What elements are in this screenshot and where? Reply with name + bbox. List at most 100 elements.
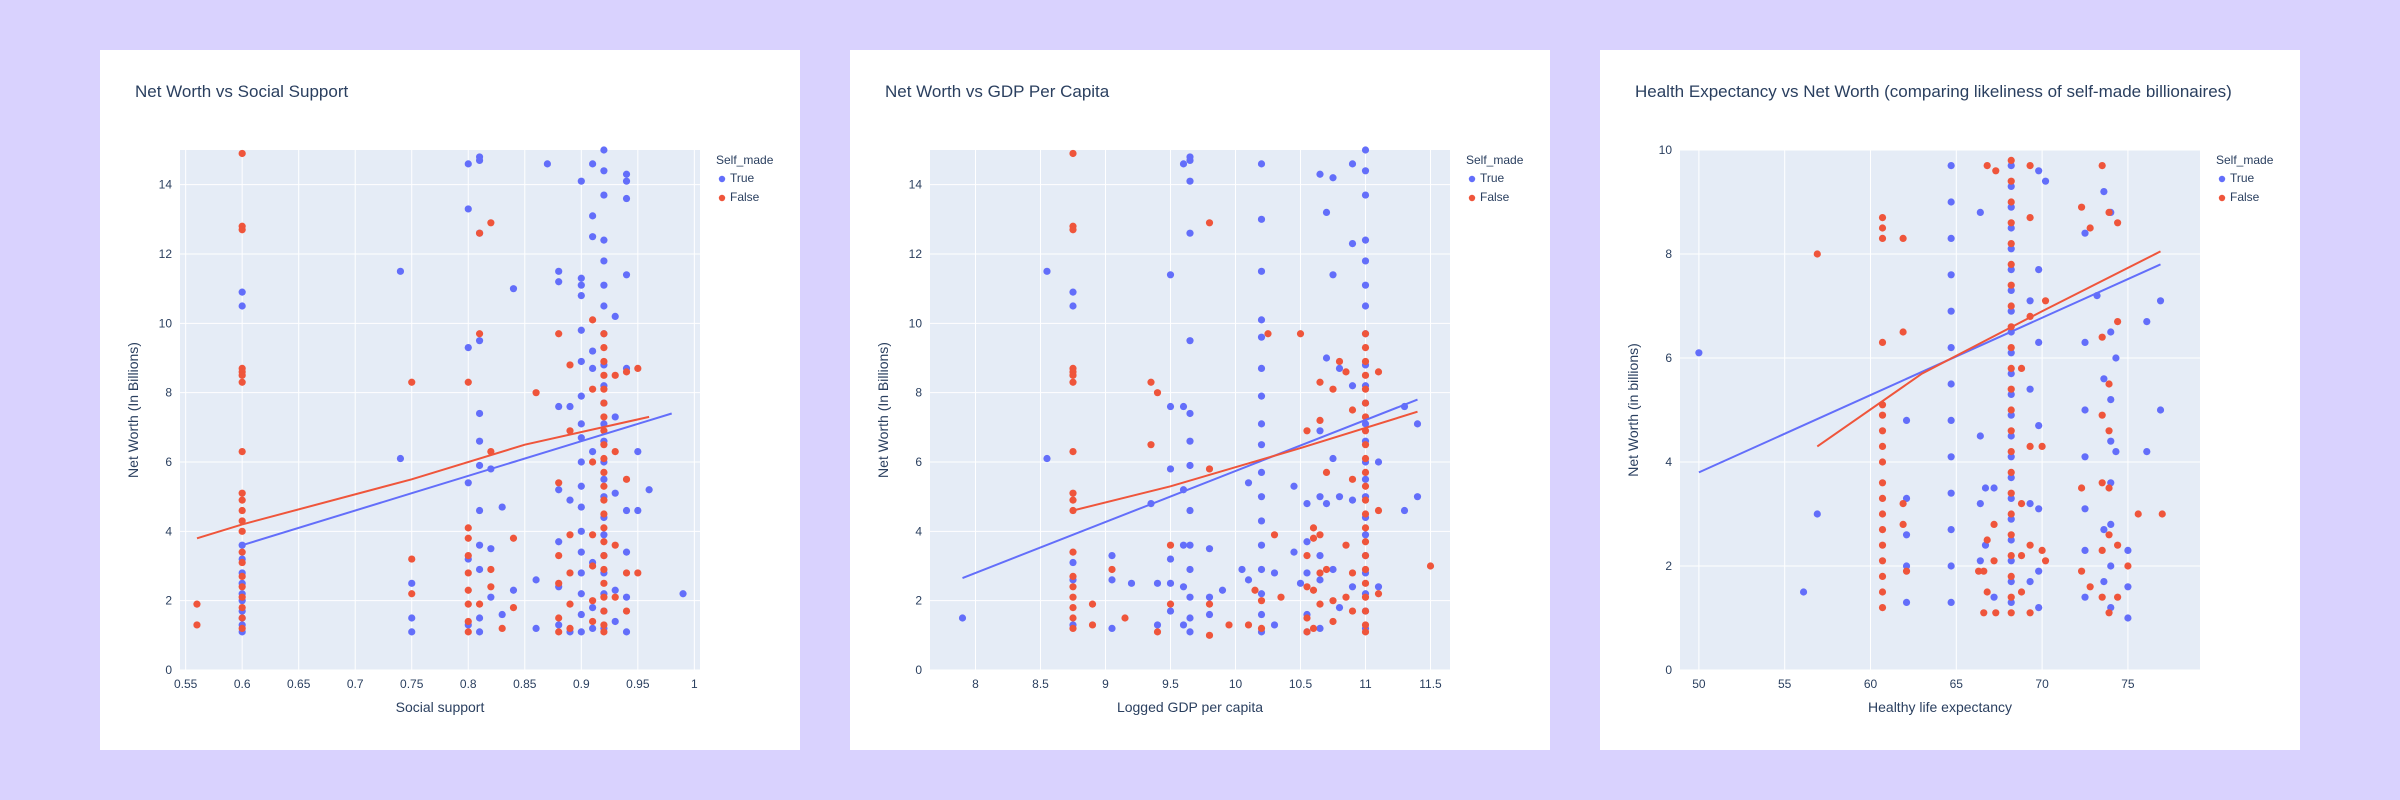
scatter-point-true[interactable] — [1257, 392, 1266, 400]
scatter-point-false[interactable] — [622, 607, 631, 615]
scatter-point-false[interactable] — [622, 569, 631, 577]
scatter-point-false[interactable] — [2105, 380, 2113, 388]
scatter-point-false[interactable] — [2105, 208, 2113, 216]
scatter-point-false[interactable] — [1374, 506, 1383, 515]
legend-item-false[interactable]: False — [1468, 190, 1509, 204]
scatter-point-true[interactable] — [645, 486, 653, 494]
scatter-point-true[interactable] — [577, 548, 585, 556]
scatter-point-true[interactable] — [577, 274, 585, 282]
scatter-point-true[interactable] — [555, 538, 563, 546]
scatter-point-false[interactable] — [1899, 520, 1907, 528]
scatter-point-false[interactable] — [600, 538, 608, 546]
scatter-point-true[interactable] — [1303, 538, 1311, 546]
scatter-point-true[interactable] — [600, 531, 608, 539]
scatter-point-true[interactable] — [634, 506, 642, 515]
scatter-point-true[interactable] — [1257, 565, 1266, 574]
scatter-point-true[interactable] — [1976, 432, 1984, 440]
scatter-point-false[interactable] — [1813, 250, 1821, 258]
scatter-point-false[interactable] — [1878, 526, 1887, 534]
scatter-point-false[interactable] — [2114, 219, 2122, 227]
scatter-point-true[interactable] — [1186, 337, 1194, 345]
scatter-point-true[interactable] — [1186, 565, 1194, 574]
scatter-point-false[interactable] — [1303, 552, 1311, 560]
scatter-point-true[interactable] — [408, 614, 416, 622]
scatter-point-true[interactable] — [1205, 545, 1214, 553]
scatter-point-false[interactable] — [238, 517, 246, 525]
scatter-point-true[interactable] — [1316, 427, 1324, 435]
scatter-point-false[interactable] — [1088, 600, 1097, 608]
scatter-point-true[interactable] — [1947, 416, 1955, 424]
scatter-point-true[interactable] — [532, 576, 540, 584]
scatter-point-true[interactable] — [2143, 448, 2151, 456]
scatter-point-true[interactable] — [1238, 565, 1246, 574]
scatter-point-true[interactable] — [577, 503, 585, 511]
scatter-point-false[interactable] — [1069, 572, 1077, 581]
scatter-point-true[interactable] — [2081, 229, 2089, 237]
scatter-point-true[interactable] — [1257, 364, 1266, 372]
scatter-point-true[interactable] — [408, 628, 416, 636]
scatter-point-true[interactable] — [589, 212, 597, 220]
scatter-point-false[interactable] — [600, 385, 608, 393]
scatter-point-false[interactable] — [464, 552, 472, 560]
scatter-point-false[interactable] — [1316, 569, 1324, 577]
scatter-point-true[interactable] — [1947, 562, 1955, 570]
scatter-point-true[interactable] — [1257, 541, 1266, 549]
scatter-point-true[interactable] — [1799, 588, 1808, 596]
scatter-point-false[interactable] — [1069, 614, 1077, 622]
scatter-point-false[interactable] — [1983, 536, 1991, 544]
scatter-point-false[interactable] — [1069, 583, 1077, 591]
scatter-point-false[interactable] — [464, 534, 472, 542]
scatter-point-false[interactable] — [1257, 624, 1266, 633]
scatter-point-true[interactable] — [1361, 146, 1370, 154]
scatter-point-false[interactable] — [2007, 260, 2015, 268]
scatter-point-true[interactable] — [566, 402, 574, 411]
scatter-point-true[interactable] — [1329, 454, 1337, 463]
scatter-point-false[interactable] — [1878, 214, 1887, 222]
scatter-point-false[interactable] — [1264, 330, 1272, 338]
scatter-point-false[interactable] — [600, 565, 608, 574]
scatter-point-true[interactable] — [1153, 621, 1162, 629]
scatter-point-true[interactable] — [475, 506, 484, 515]
scatter-point-false[interactable] — [589, 316, 597, 324]
scatter-point-true[interactable] — [1179, 541, 1188, 549]
scatter-point-false[interactable] — [2114, 593, 2122, 601]
scatter-point-false[interactable] — [1342, 541, 1350, 549]
scatter-point-false[interactable] — [464, 600, 472, 608]
scatter-point-false[interactable] — [1878, 442, 1887, 450]
scatter-point-false[interactable] — [1361, 399, 1370, 407]
scatter-point-false[interactable] — [464, 617, 472, 626]
scatter-point-true[interactable] — [2156, 297, 2165, 305]
scatter-point-false[interactable] — [1878, 494, 1887, 502]
scatter-point-false[interactable] — [1361, 454, 1370, 463]
scatter-point-false[interactable] — [1361, 441, 1370, 449]
scatter-point-false[interactable] — [1153, 389, 1162, 397]
scatter-point-true[interactable] — [2007, 182, 2015, 190]
scatter-point-true[interactable] — [1316, 552, 1324, 560]
scatter-point-false[interactable] — [1878, 479, 1887, 487]
scatter-point-true[interactable] — [2035, 266, 2043, 274]
scatter-point-true[interactable] — [1348, 382, 1357, 390]
scatter-point-false[interactable] — [600, 357, 608, 366]
scatter-point-true[interactable] — [1166, 465, 1175, 473]
scatter-point-false[interactable] — [2124, 562, 2132, 570]
scatter-point-false[interactable] — [2007, 531, 2015, 539]
scatter-point-false[interactable] — [238, 624, 246, 633]
scatter-point-false[interactable] — [1329, 597, 1337, 605]
scatter-point-true[interactable] — [1413, 420, 1422, 428]
scatter-point-false[interactable] — [2007, 510, 2015, 518]
scatter-point-false[interactable] — [1088, 621, 1097, 629]
scatter-point-true[interactable] — [2007, 203, 2015, 211]
scatter-point-false[interactable] — [2105, 531, 2113, 539]
scatter-point-false[interactable] — [2098, 333, 2106, 341]
scatter-point-false[interactable] — [1296, 330, 1305, 338]
scatter-point-false[interactable] — [566, 531, 574, 539]
scatter-point-true[interactable] — [2156, 406, 2165, 414]
scatter-point-true[interactable] — [1244, 479, 1253, 487]
scatter-point-false[interactable] — [238, 496, 246, 504]
scatter-point-true[interactable] — [589, 160, 597, 168]
scatter-point-false[interactable] — [2077, 203, 2086, 211]
scatter-point-false[interactable] — [2114, 541, 2122, 549]
scatter-point-false[interactable] — [1205, 219, 1214, 227]
scatter-point-false[interactable] — [1309, 624, 1318, 633]
scatter-point-false[interactable] — [2007, 427, 2015, 435]
